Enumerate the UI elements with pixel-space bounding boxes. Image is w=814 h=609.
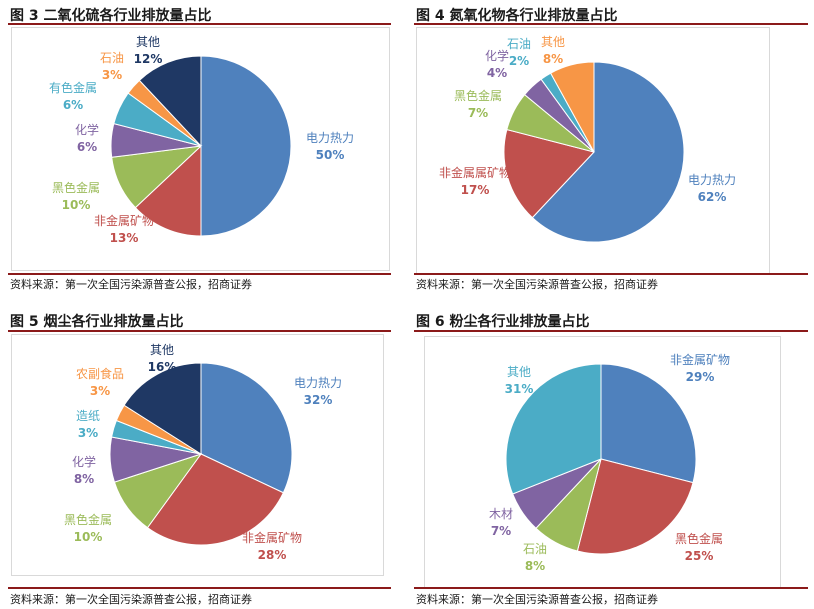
slice-label: 非金属矿物 bbox=[242, 530, 302, 545]
slice-percent: 10% bbox=[74, 530, 103, 544]
pie-slice bbox=[123, 362, 202, 455]
slice-label: 电力热力 bbox=[306, 131, 354, 145]
slice-label: 化学 bbox=[75, 122, 99, 137]
slice-label: 其他 bbox=[541, 35, 565, 49]
slice-label: 黑色金属 bbox=[52, 180, 100, 195]
slice-label: 电力热力 bbox=[688, 173, 736, 187]
pie-slice bbox=[576, 458, 694, 555]
pie-slice bbox=[146, 453, 285, 546]
slice-percent: 3% bbox=[102, 68, 122, 82]
slice-percent: 28% bbox=[258, 548, 287, 562]
title-rule bbox=[414, 330, 808, 332]
pie-slice bbox=[138, 55, 202, 148]
slice-label: 其他 bbox=[150, 343, 174, 357]
slice-percent: 3% bbox=[90, 384, 110, 398]
slice-percent: 10% bbox=[62, 198, 91, 212]
slice-percent: 25% bbox=[685, 549, 714, 563]
slice-percent: 12% bbox=[134, 52, 163, 66]
slice-label: 黑色金属 bbox=[675, 531, 723, 546]
slice-percent: 7% bbox=[468, 106, 488, 120]
slice-percent: 29% bbox=[686, 370, 715, 384]
slice-label: 石油 bbox=[100, 51, 124, 65]
source-note-smoke: 资料来源：第一次全国污染源普查公报，招商证券 bbox=[10, 593, 252, 606]
source-note-dust: 资料来源：第一次全国污染源普查公报，招商证券 bbox=[416, 593, 658, 606]
slice-label: 木材 bbox=[489, 507, 513, 521]
slice-label: 其他 bbox=[136, 35, 160, 49]
pie-slice bbox=[200, 55, 292, 237]
slice-percent: 32% bbox=[304, 393, 333, 407]
source-note-nox: 资料来源：第一次全国污染源普查公报，招商证券 bbox=[416, 278, 658, 291]
pie-slice bbox=[505, 363, 602, 495]
slice-percent: 17% bbox=[461, 183, 490, 197]
slice-percent: 7% bbox=[491, 524, 511, 538]
slice-percent: 3% bbox=[78, 426, 98, 440]
slice-percent: 50% bbox=[316, 148, 345, 162]
pie-slice bbox=[200, 362, 293, 494]
slice-percent: 8% bbox=[525, 559, 545, 573]
slice-label: 石油 bbox=[523, 542, 547, 556]
slice-label: 石油 bbox=[507, 37, 531, 51]
source-rule bbox=[8, 273, 391, 275]
source-rule bbox=[414, 587, 808, 589]
slice-label: 造纸 bbox=[76, 409, 100, 423]
slice-percent: 16% bbox=[148, 360, 177, 374]
slice-label: 化学 bbox=[485, 48, 509, 63]
slice-label: 非金属矿物 bbox=[94, 213, 154, 228]
chart-title-dust: 图 6 粉尘各行业排放量占比 bbox=[416, 314, 590, 330]
slice-percent: 6% bbox=[77, 140, 97, 154]
chart-title-smoke: 图 5 烟尘各行业排放量占比 bbox=[10, 314, 184, 330]
slice-label: 非金属矿物 bbox=[670, 352, 730, 367]
title-rule bbox=[414, 23, 808, 25]
slice-percent: 6% bbox=[63, 98, 83, 112]
slice-percent: 31% bbox=[505, 382, 534, 396]
slice-percent: 4% bbox=[487, 66, 507, 80]
slice-label: 电力热力 bbox=[294, 376, 342, 390]
chart-title-so2: 图 3 二氧化硫各行业排放量占比 bbox=[10, 8, 212, 24]
slice-percent: 13% bbox=[110, 231, 139, 245]
slice-percent: 8% bbox=[74, 472, 94, 486]
pie-slice bbox=[134, 144, 202, 237]
slice-label: 化学 bbox=[72, 454, 96, 469]
slice-label: 黑色金属 bbox=[64, 512, 112, 527]
pie-slice bbox=[503, 129, 595, 219]
source-rule bbox=[8, 587, 391, 589]
slice-label: 有色金属 bbox=[49, 80, 97, 95]
slice-percent: 2% bbox=[509, 54, 529, 68]
source-rule bbox=[414, 273, 808, 275]
slice-label: 农副食品 bbox=[76, 366, 124, 381]
slice-label: 黑色金属 bbox=[454, 88, 502, 103]
pie-slice bbox=[549, 61, 595, 153]
slice-label: 其他 bbox=[507, 365, 531, 379]
pie-slice bbox=[600, 363, 697, 484]
slice-percent: 8% bbox=[543, 52, 563, 66]
title-rule bbox=[8, 23, 391, 25]
chart-title-nox: 图 4 氮氧化物各行业排放量占比 bbox=[416, 8, 618, 24]
pie-slice bbox=[531, 61, 685, 243]
slice-percent: 62% bbox=[698, 190, 727, 204]
title-rule bbox=[8, 330, 391, 332]
slice-label: 非金属属矿物 bbox=[439, 165, 511, 180]
source-note-so2: 资料来源：第一次全国污染源普查公报，招商证券 bbox=[10, 278, 252, 291]
